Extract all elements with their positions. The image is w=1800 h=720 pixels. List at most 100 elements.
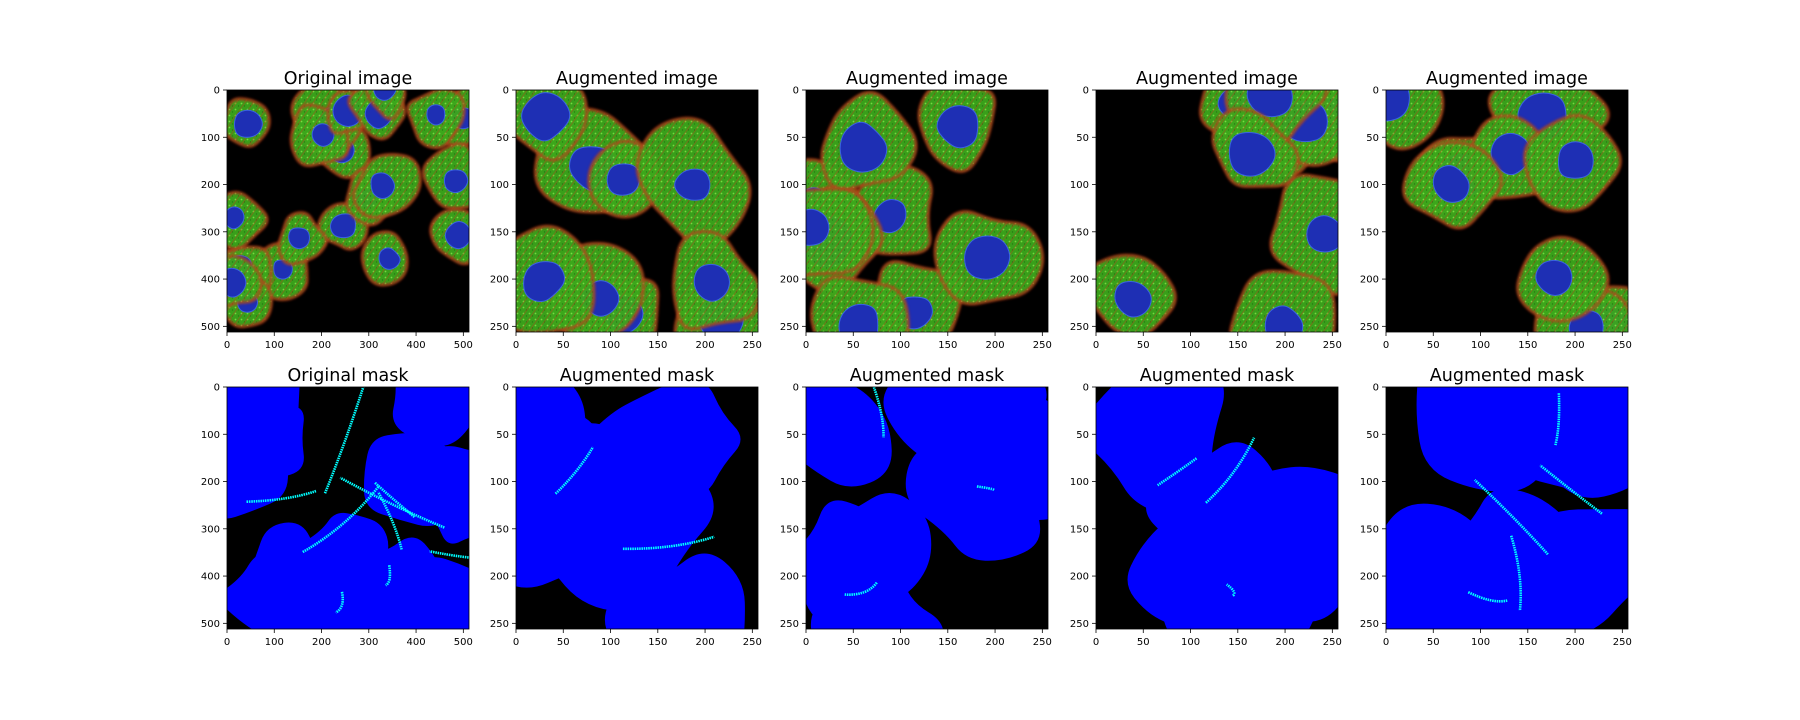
x-tick-label: 50 [1427,637,1440,648]
x-tick-label: 200 [312,340,331,351]
panel-title: Augmented image [1136,69,1298,89]
panel-6: Original mask 0 100 200 300 400 500 0 100 200 300 4… [201,366,473,648]
x-tick-label: 200 [986,340,1005,351]
y-tick-label: 200 [780,275,799,286]
x-tick-label: 100 [891,637,910,648]
y-tick-label: 50 [1076,133,1089,144]
panel-title: Augmented mask [850,366,1005,386]
y-tick-label: 150 [1070,524,1089,535]
y-tick-label: 100 [780,477,799,488]
x-tick-label: 250 [743,340,762,351]
y-tick-label: 100 [1070,180,1089,191]
y-tick-label: 50 [786,430,799,441]
y-tick-label: 400 [201,275,220,286]
panel-3: Augmented image 0 50 100 150 200 250 0 50 100 150 2… [780,69,1052,351]
panel-title: Augmented mask [560,366,715,386]
axes-frame [1385,386,1629,630]
y-tick-label: 50 [496,430,509,441]
x-tick-label: 0 [803,340,809,351]
y-tick-label: 100 [1360,477,1379,488]
panel-1: Original image 0 100 200 300 400 500 0 100 200 300… [201,69,473,351]
x-tick-label: 100 [601,340,620,351]
panel-title: Augmented image [1426,69,1588,89]
y-tick-label: 0 [503,86,509,97]
x-tick-label: 150 [1518,340,1537,351]
y-tick-label: 200 [1070,572,1089,583]
y-tick-label: 200 [780,572,799,583]
x-tick-label: 250 [1323,340,1342,351]
y-tick-label: 250 [1070,322,1089,333]
panel-9: Augmented mask 0 50 100 150 200 250 0 50 100 150 20… [1070,366,1342,648]
x-tick-label: 200 [1276,637,1295,648]
y-tick-label: 200 [201,477,220,488]
x-tick-label: 50 [1427,340,1440,351]
x-tick-label: 150 [1228,637,1247,648]
x-tick-label: 150 [648,340,667,351]
x-tick-label: 200 [1276,340,1295,351]
x-tick-label: 300 [359,637,378,648]
x-tick-label: 0 [224,637,230,648]
y-tick-label: 100 [490,477,509,488]
x-tick-label: 250 [743,637,762,648]
x-tick-label: 250 [1613,637,1632,648]
y-tick-label: 200 [1360,275,1379,286]
microscopy-image [806,90,1048,332]
x-tick-label: 0 [224,340,230,351]
y-tick-label: 200 [1360,572,1379,583]
y-tick-label: 250 [490,322,509,333]
y-tick-label: 150 [490,524,509,535]
x-tick-label: 50 [557,340,570,351]
panel-4: Augmented image 0 50 100 150 200 250 0 50 100 150 2… [1070,69,1342,351]
microscopy-image [516,90,758,332]
x-tick-label: 50 [847,637,860,648]
x-tick-label: 100 [891,340,910,351]
segmentation-mask [1096,387,1338,629]
y-tick-label: 250 [1360,619,1379,630]
x-tick-label: 0 [1093,340,1099,351]
x-tick-label: 150 [1518,637,1537,648]
x-tick-label: 0 [1383,637,1389,648]
x-tick-label: 500 [454,340,473,351]
y-tick-label: 250 [1070,619,1089,630]
x-tick-label: 400 [407,340,426,351]
x-tick-label: 200 [696,637,715,648]
x-tick-label: 500 [454,637,473,648]
y-tick-label: 100 [1360,180,1379,191]
segmentation-mask [1386,387,1628,629]
panel-5: Augmented image 0 50 100 150 200 250 0 50 100 150 2… [1360,69,1632,351]
x-tick-label: 150 [938,340,957,351]
panel-title: Augmented image [556,69,718,89]
x-tick-label: 200 [1566,340,1585,351]
x-tick-label: 50 [1137,340,1150,351]
y-tick-label: 200 [201,180,220,191]
y-tick-label: 0 [214,383,220,394]
x-tick-label: 150 [1228,340,1247,351]
y-tick-label: 150 [780,227,799,238]
y-tick-label: 150 [1360,524,1379,535]
y-tick-label: 0 [1373,86,1379,97]
y-tick-label: 0 [503,383,509,394]
x-tick-label: 200 [986,637,1005,648]
y-tick-label: 0 [214,86,220,97]
x-tick-label: 50 [847,340,860,351]
y-tick-label: 300 [201,227,220,238]
axes-frame [226,386,470,630]
axes-frame [226,89,470,333]
axes-frame [1095,89,1339,333]
y-tick-label: 50 [1366,133,1379,144]
panel-title: Augmented mask [1430,366,1585,386]
panel-7: Augmented mask 0 50 100 150 200 250 0 50 100 150 20… [490,366,762,648]
y-tick-label: 500 [201,322,220,333]
x-tick-label: 250 [1613,340,1632,351]
axes-frame [805,386,1049,630]
x-tick-label: 100 [1471,637,1490,648]
panel-title: Augmented image [846,69,1008,89]
y-tick-label: 150 [1070,227,1089,238]
y-tick-label: 250 [780,619,799,630]
y-tick-label: 200 [1070,275,1089,286]
panel-title: Augmented mask [1140,366,1295,386]
axes-frame [805,89,1049,333]
microscopy-image [1386,90,1628,332]
y-tick-label: 400 [201,572,220,583]
microscopy-image [227,90,469,332]
